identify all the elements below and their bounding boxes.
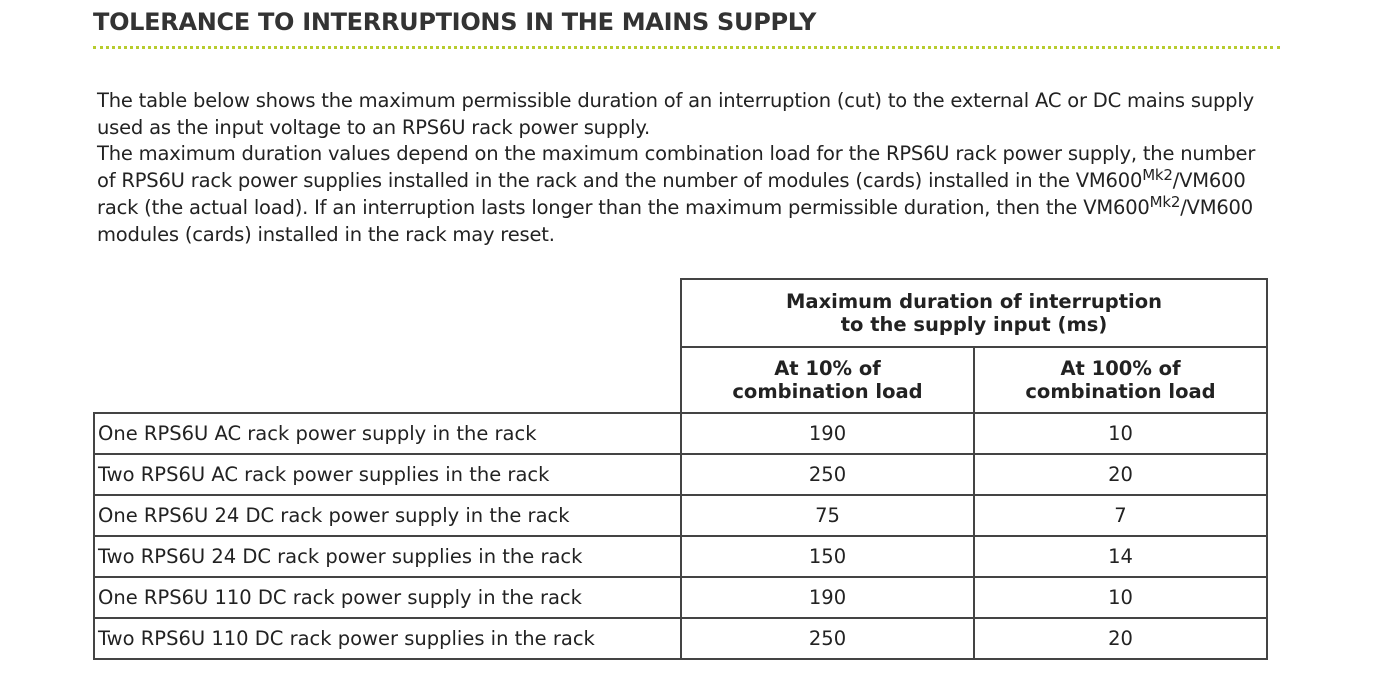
table-body: One RPS6U AC rack power supply in the ra…	[93, 412, 1268, 660]
text-run: The maximum duration values depend on th…	[97, 142, 1256, 193]
empty-cell	[94, 279, 681, 414]
table-row: Two RPS6U 110 DC rack power supplies in …	[93, 617, 1268, 660]
row-label: One RPS6U 24 DC rack power supply in the…	[93, 494, 682, 537]
paragraph: The table below shows the maximum permis…	[97, 88, 1272, 141]
row-label: Two RPS6U AC rack power supplies in the …	[93, 453, 682, 496]
paragraph: The maximum duration values depend on th…	[97, 141, 1272, 248]
value-cell: 10	[973, 576, 1268, 619]
tolerance-table: Maximum duration of interruption to the …	[93, 278, 1268, 660]
table-row: One RPS6U 110 DC rack power supply in th…	[93, 576, 1268, 619]
value-cell: 190	[680, 576, 975, 619]
group-header: Maximum duration of interruption to the …	[680, 278, 1268, 348]
value-cell: 20	[973, 617, 1268, 660]
table-row: One RPS6U 24 DC rack power supply in the…	[93, 494, 1268, 537]
superscript: Mk2	[1142, 166, 1173, 185]
section-title: TOLERANCE TO INTERRUPTIONS IN THE MAINS …	[93, 8, 817, 36]
row-label: Two RPS6U 110 DC rack power supplies in …	[93, 617, 682, 660]
table-row: Two RPS6U 24 DC rack power supplies in t…	[93, 535, 1268, 578]
value-cell: 250	[680, 453, 975, 496]
group-header-text: Maximum duration of interruption to the …	[786, 290, 1162, 336]
column-header-text: At 10% of combination load	[732, 357, 923, 403]
row-label: One RPS6U 110 DC rack power supply in th…	[93, 576, 682, 619]
column-header: At 100% of combination load	[973, 346, 1268, 414]
value-cell: 75	[680, 494, 975, 537]
superscript: Mk2	[1149, 192, 1181, 211]
row-label: One RPS6U AC rack power supply in the ra…	[93, 412, 682, 455]
row-label: Two RPS6U 24 DC rack power supplies in t…	[93, 535, 682, 578]
value-cell: 250	[680, 617, 975, 660]
table-row: One RPS6U AC rack power supply in the ra…	[93, 412, 1268, 455]
intro-text: The table below shows the maximum permis…	[97, 88, 1272, 248]
value-cell: 14	[973, 535, 1268, 578]
table-row: Two RPS6U AC rack power supplies in the …	[93, 453, 1268, 496]
value-cell: 7	[973, 494, 1268, 537]
text-run: The table below shows the maximum permis…	[97, 89, 1254, 139]
column-header: At 10% of combination load	[680, 346, 975, 414]
text-run: /VM600 modules (cards) installed in the …	[97, 195, 1253, 246]
column-header-row: At 10% of combination load At 100% of com…	[94, 346, 1268, 414]
value-cell: 10	[973, 412, 1268, 455]
dotted-rule	[93, 46, 1280, 49]
column-header-text: At 100% of combination load	[1025, 357, 1216, 403]
text-run: /VM600 rack (the actual load). If an int…	[97, 169, 1246, 219]
value-cell: 190	[680, 412, 975, 455]
value-cell: 20	[973, 453, 1268, 496]
value-cell: 150	[680, 535, 975, 578]
